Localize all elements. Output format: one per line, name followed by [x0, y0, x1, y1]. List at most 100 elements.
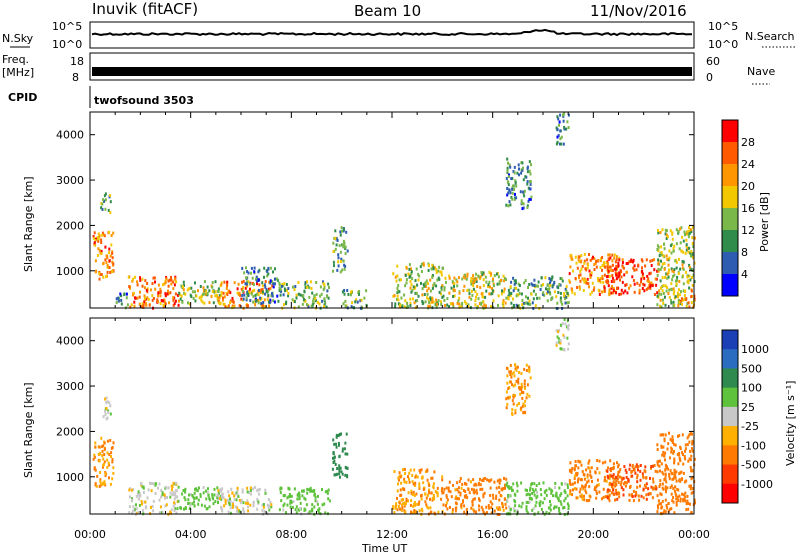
range-gate-cell [481, 479, 484, 483]
range-gate-cell [683, 480, 686, 484]
colorbar-tick-label: 4 [741, 268, 748, 281]
range-gate-cell [351, 301, 354, 305]
range-gate-cell [670, 492, 673, 496]
range-gate-cell [665, 289, 668, 293]
range-gate-cell [335, 433, 338, 437]
range-gate-cell [515, 380, 518, 383]
range-gate-cell [559, 142, 561, 146]
range-gate-cell [412, 504, 415, 508]
range-gate-cell [562, 119, 565, 123]
range-gate-cell [525, 369, 528, 372]
range-gate-cell [343, 263, 346, 267]
range-gate-cell [688, 229, 691, 233]
range-gate-cell [615, 255, 618, 259]
range-gate-cell [407, 272, 410, 276]
range-gate-cell [396, 264, 399, 268]
range-gate-cell [595, 489, 598, 493]
range-gate-cell [664, 232, 667, 236]
range-gate-cell [620, 480, 623, 484]
range-gate-cell [415, 292, 418, 296]
range-gate-cell [101, 482, 104, 486]
range-gate-cell [687, 507, 690, 511]
range-gate-cell [151, 282, 154, 285]
range-gate-cell [458, 305, 461, 309]
range-gate-cell [241, 488, 244, 492]
range-gate-cell [615, 264, 618, 268]
range-gate-cell [103, 460, 106, 464]
range-gate-cell [614, 267, 616, 271]
range-gate-cell [460, 504, 463, 508]
range-gate-cell [211, 285, 214, 289]
range-gate-cell [491, 289, 494, 293]
range-gate-cell [252, 283, 255, 287]
range-gate-cell [440, 292, 442, 296]
range-gate-cell [684, 457, 687, 461]
range-gate-cell [261, 288, 264, 291]
range-gate-cell [150, 482, 153, 485]
range-gate-cell [650, 485, 653, 489]
range-gate-cell [500, 292, 503, 296]
range-gate-cell [472, 281, 475, 285]
range-gate-cell [659, 483, 662, 486]
range-gate-cell [528, 394, 531, 398]
range-gate-cell [227, 490, 230, 494]
range-gate-cell [263, 283, 266, 287]
range-gate-cell [403, 488, 406, 491]
range-gate-cell [672, 249, 675, 253]
range-gate-cell [640, 277, 643, 281]
range-gate-cell [660, 265, 663, 269]
range-gate-cell [102, 262, 105, 266]
range-gate-cell [202, 286, 205, 290]
range-gate-cell [164, 292, 167, 296]
range-gate-cell [281, 283, 284, 286]
range-gate-cell [688, 457, 691, 461]
range-gate-cell [649, 259, 652, 263]
range-gate-cell [220, 507, 223, 511]
range-gate-cell [304, 282, 307, 286]
range-gate-cell [339, 475, 341, 479]
range-gate-cell [499, 278, 502, 282]
range-gate-cell [554, 482, 557, 485]
range-gate-cell [505, 366, 508, 370]
range-gate-cell [395, 502, 398, 506]
range-gate-cell [586, 258, 589, 262]
range-gate-cell [522, 206, 525, 210]
range-gate-cell [680, 290, 682, 294]
range-gate-cell [528, 370, 531, 374]
range-gate-cell [133, 275, 136, 279]
range-gate-cell [314, 296, 317, 300]
range-gate-cell [332, 438, 335, 442]
range-gate-cell [530, 195, 533, 199]
range-gate-cell [545, 493, 548, 497]
range-gate-cell [452, 303, 455, 306]
range-gate-cell [403, 293, 406, 297]
range-gate-cell [563, 335, 566, 339]
range-gate-cell [409, 286, 412, 290]
range-gate-cell [557, 291, 560, 294]
range-gate-cell [523, 367, 526, 371]
range-gate-cell [509, 373, 512, 376]
range-gate-cell [577, 459, 580, 463]
range-gate-cell [265, 288, 268, 292]
range-gate-cell [413, 301, 416, 305]
range-gate-cell [694, 501, 696, 505]
range-gate-cell [112, 441, 115, 445]
range-gate-cell [194, 487, 196, 491]
range-gate-cell [650, 466, 652, 470]
range-gate-cell [100, 273, 103, 276]
range-gate-cell [355, 298, 358, 302]
range-gate-cell [685, 243, 688, 247]
range-gate-cell [486, 511, 488, 515]
colorbar-tick-label: 8 [741, 246, 748, 259]
range-gate-cell [560, 135, 563, 139]
range-gate-cell [524, 279, 527, 282]
range-gate-cell [568, 280, 571, 284]
range-gate-cell [199, 285, 202, 288]
nave-label: Nave [747, 65, 775, 78]
range-gate-cell [673, 468, 676, 472]
range-gate-cell [678, 434, 681, 438]
range-gate-cell [607, 269, 610, 273]
range-gate-cell [129, 495, 131, 499]
range-gate-cell [491, 502, 494, 506]
